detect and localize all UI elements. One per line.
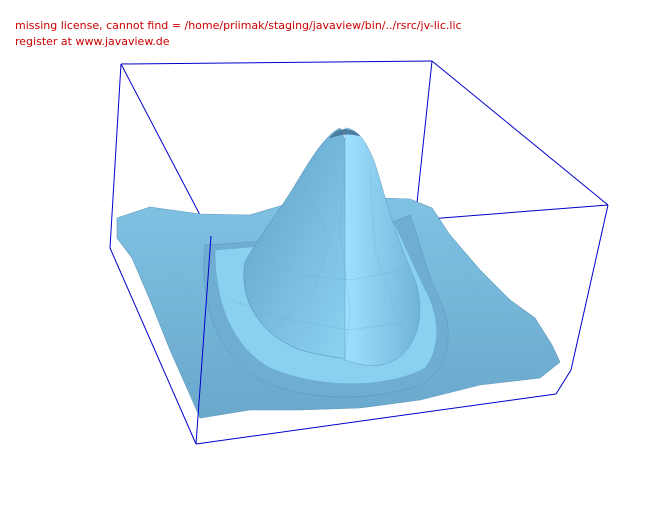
bounding-box-front	[109, 63, 609, 445]
surface-peak-left	[243, 127, 361, 361]
register-note-text: register at www.javaview.de	[15, 35, 170, 48]
surface-peak-cap	[329, 129, 361, 139]
surface-peak-right	[344, 127, 421, 366]
mesh-facets	[159, 149, 521, 361]
license-warning-text: missing license, cannot find = /home/pri…	[15, 19, 462, 32]
surface-mesh	[116, 127, 561, 419]
